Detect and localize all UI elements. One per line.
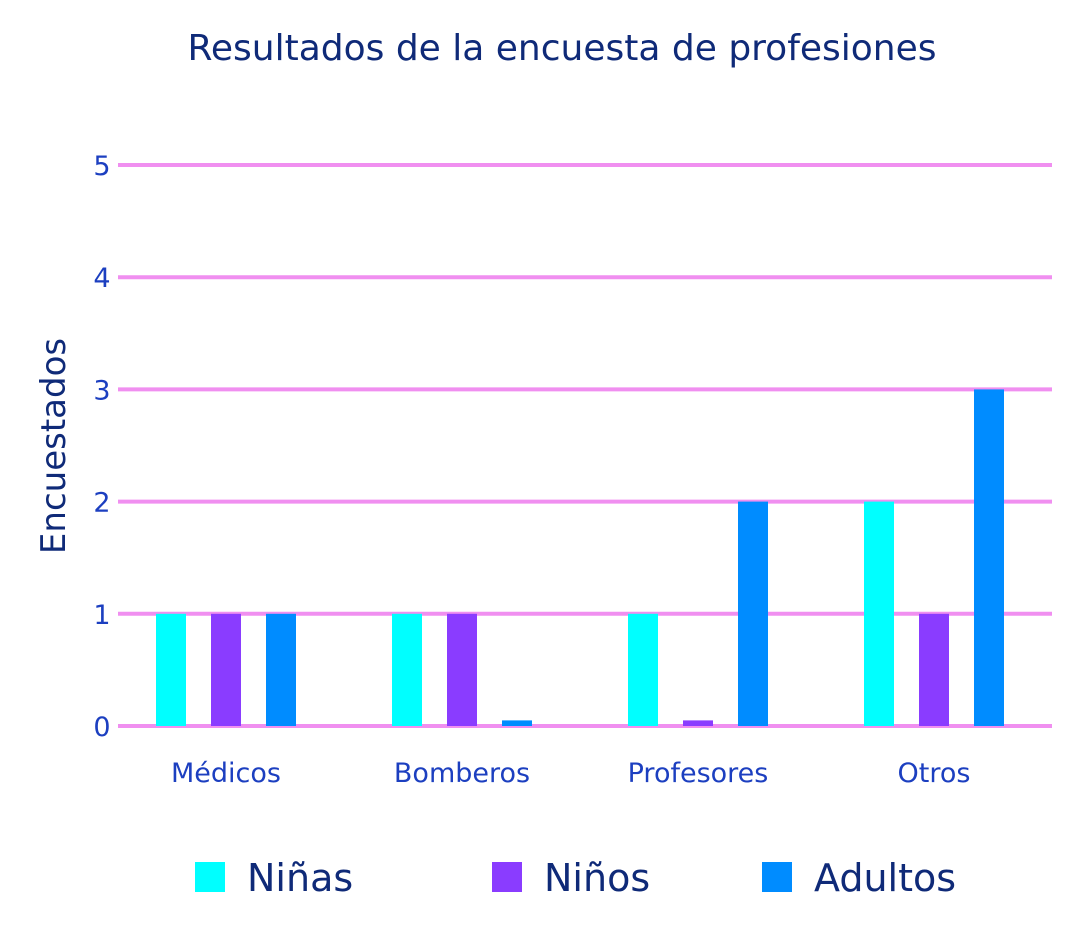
bar-adultos-médicos <box>266 613 296 726</box>
bar-niñas-otros <box>864 501 894 726</box>
bar-niños-otros <box>919 613 949 726</box>
bar-niños-bomberos <box>447 613 477 726</box>
legend: Niñas Niños Adultos <box>195 856 956 900</box>
bar-niños-médicos <box>211 613 241 726</box>
legend-label: Niñas <box>247 856 353 900</box>
gridlines <box>118 163 1052 728</box>
y-tick-label: 0 <box>93 712 110 743</box>
x-tick-label: Otros <box>898 758 971 789</box>
bar-adultos-otros <box>974 389 1004 726</box>
y-axis-label: Encuestados <box>34 338 74 554</box>
x-tick-label: Médicos <box>171 758 281 789</box>
x-tick-label: Profesores <box>628 758 769 789</box>
bars <box>156 389 1004 726</box>
legend-item: Niñas <box>195 856 353 900</box>
y-tick-label: 2 <box>93 488 110 519</box>
y-tick-label: 4 <box>93 263 110 294</box>
legend-item: Niños <box>492 856 650 900</box>
bar-niños-profesores <box>683 720 713 726</box>
bar-niñas-profesores <box>628 613 658 726</box>
chart-title: Resultados de la encuesta de profesiones <box>187 28 936 69</box>
bar-adultos-bomberos <box>502 720 532 726</box>
x-axis-ticks: Médicos Bomberos Profesores Otros <box>171 758 970 789</box>
y-tick-label: 5 <box>93 151 110 182</box>
legend-label: Adultos <box>814 856 956 900</box>
bar-niñas-médicos <box>156 613 186 726</box>
x-tick-label: Bomberos <box>394 758 530 789</box>
legend-swatch <box>762 862 792 892</box>
y-axis-ticks: 0 1 2 3 4 5 <box>93 151 110 743</box>
y-tick-label: 1 <box>93 600 110 631</box>
legend-item: Adultos <box>762 856 956 900</box>
legend-swatch <box>492 862 522 892</box>
legend-swatch <box>195 862 225 892</box>
legend-label: Niños <box>544 856 650 900</box>
bar-adultos-profesores <box>738 501 768 726</box>
bar-niñas-bomberos <box>392 613 422 726</box>
y-tick-label: 3 <box>93 375 110 406</box>
